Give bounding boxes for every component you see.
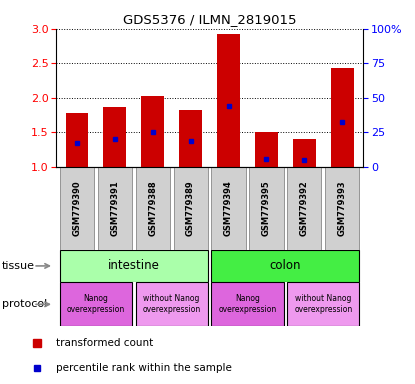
Bar — [255, 132, 278, 167]
Text: GSM779389: GSM779389 — [186, 180, 195, 236]
Bar — [60, 282, 132, 326]
Text: GSM779394: GSM779394 — [224, 180, 233, 236]
Text: colon: colon — [270, 260, 301, 272]
Text: GSM779388: GSM779388 — [148, 180, 157, 236]
Bar — [287, 167, 322, 250]
Bar — [331, 68, 354, 167]
Text: GSM779395: GSM779395 — [262, 180, 271, 236]
Bar — [98, 167, 132, 250]
Text: tissue: tissue — [2, 261, 35, 271]
Text: GSM779393: GSM779393 — [338, 180, 347, 236]
Bar — [217, 34, 240, 167]
Text: GSM779390: GSM779390 — [72, 180, 81, 236]
Bar — [287, 282, 359, 326]
Bar — [179, 110, 202, 167]
Text: Nanog
overexpression: Nanog overexpression — [67, 294, 125, 314]
Text: intestine: intestine — [108, 260, 160, 272]
Text: transformed count: transformed count — [56, 338, 153, 348]
Bar — [325, 167, 359, 250]
Bar — [212, 250, 359, 282]
Bar — [66, 113, 88, 167]
Bar — [136, 282, 208, 326]
Text: GSM779392: GSM779392 — [300, 180, 309, 236]
Bar — [60, 167, 94, 250]
Text: Nanog
overexpression: Nanog overexpression — [218, 294, 277, 314]
Text: percentile rank within the sample: percentile rank within the sample — [56, 363, 232, 373]
Bar — [103, 107, 126, 167]
Bar — [136, 167, 170, 250]
Bar — [212, 282, 283, 326]
Text: protocol: protocol — [2, 299, 47, 310]
Bar — [142, 96, 164, 167]
Text: without Nanog
overexpression: without Nanog overexpression — [294, 294, 352, 314]
Bar — [173, 167, 208, 250]
Bar — [293, 139, 316, 167]
Title: GDS5376 / ILMN_2819015: GDS5376 / ILMN_2819015 — [123, 13, 296, 26]
Bar — [212, 167, 246, 250]
Text: without Nanog
overexpression: without Nanog overexpression — [142, 294, 201, 314]
Text: GSM779391: GSM779391 — [110, 180, 119, 236]
Bar — [60, 250, 207, 282]
Bar — [249, 167, 283, 250]
